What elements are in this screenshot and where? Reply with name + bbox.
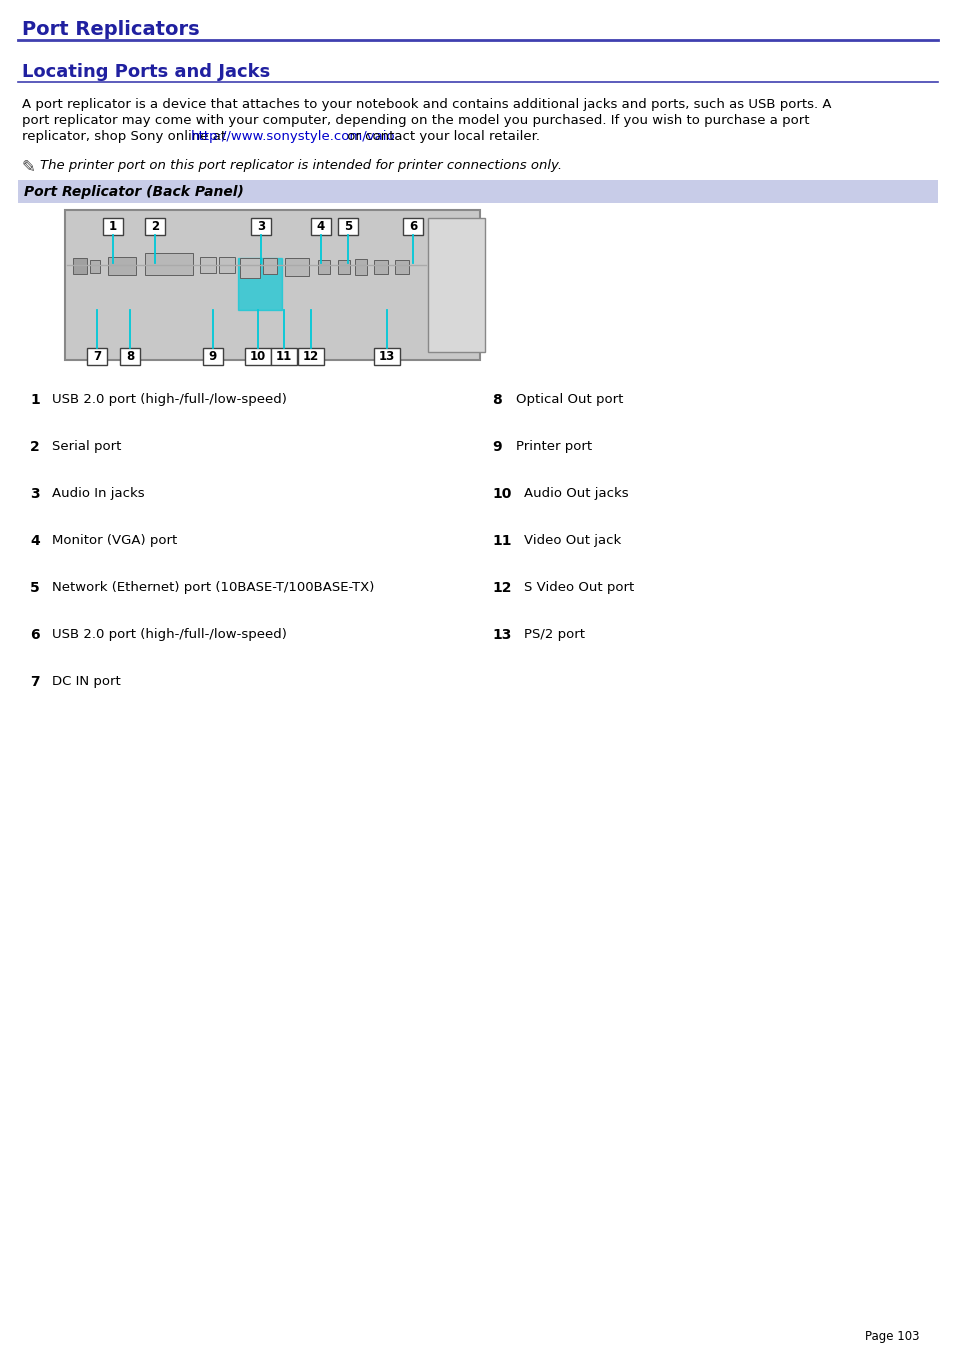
Text: Serial port: Serial port [52,440,121,453]
Text: 7: 7 [92,350,101,363]
Bar [395,259,409,274]
Text: 8: 8 [126,350,134,363]
Text: 9: 9 [209,350,217,363]
Bar [337,259,350,274]
Bar [120,349,140,365]
Text: A port replicator is a device that attaches to your notebook and contains additi: A port replicator is a device that attac… [22,99,831,111]
Text: 11: 11 [492,534,511,549]
Bar [355,259,367,276]
Text: USB 2.0 port (high-/full-/low-speed): USB 2.0 port (high-/full-/low-speed) [52,393,287,407]
Text: Port Replicators: Port Replicators [22,20,199,39]
Text: 6: 6 [409,220,416,234]
Bar [285,258,309,276]
Text: 2: 2 [151,220,159,234]
Text: 8: 8 [492,393,501,407]
Text: 2: 2 [30,440,40,454]
Text: 5: 5 [343,220,352,234]
Text: or contact your local retailer.: or contact your local retailer. [342,130,539,143]
Text: 9: 9 [492,440,501,454]
Text: Audio In jacks: Audio In jacks [52,486,145,500]
Text: USB 2.0 port (high-/full-/low-speed): USB 2.0 port (high-/full-/low-speed) [52,628,287,640]
Bar [317,259,330,274]
Text: ✎: ✎ [22,158,36,176]
Text: 12: 12 [492,581,511,594]
Text: DC IN port: DC IN port [52,676,121,688]
Text: Locating Ports and Jacks: Locating Ports and Jacks [22,63,270,81]
Bar [428,218,484,353]
Text: S Video Out port: S Video Out port [523,581,634,594]
Text: Page 103: Page 103 [864,1329,919,1343]
Bar [73,258,87,274]
Text: port replicator may come with your computer, depending on the model you purchase: port replicator may come with your compu… [22,113,809,127]
Text: 6: 6 [30,628,40,642]
Bar [245,349,271,365]
Bar [374,349,399,365]
Text: 5: 5 [30,581,40,594]
Text: 11: 11 [275,350,292,363]
Text: Network (Ethernet) port (10BASE-T/100BASE-TX): Network (Ethernet) port (10BASE-T/100BAS… [52,581,374,594]
Text: 1: 1 [30,393,40,407]
Bar [337,218,357,235]
Bar [237,258,282,309]
Text: Port Replicator (Back Panel): Port Replicator (Back Panel) [24,185,244,199]
Text: 3: 3 [30,486,40,501]
Text: Printer port: Printer port [516,440,592,453]
Text: 1: 1 [109,220,117,234]
Text: 13: 13 [492,628,511,642]
Text: 12: 12 [302,350,319,363]
Bar [219,257,234,273]
Bar [251,218,271,235]
Text: 4: 4 [30,534,40,549]
Text: replicator, shop Sony online at: replicator, shop Sony online at [22,130,230,143]
Bar [65,209,479,359]
Text: 3: 3 [256,220,265,234]
Bar [200,257,215,273]
Text: The printer port on this port replicator is intended for printer connections onl: The printer port on this port replicator… [40,159,561,172]
Text: Video Out jack: Video Out jack [523,534,620,547]
Bar [145,218,165,235]
Bar [90,259,100,273]
Bar [108,257,136,276]
Bar [271,349,296,365]
Bar [297,349,324,365]
Text: Optical Out port: Optical Out port [516,393,622,407]
Bar [402,218,422,235]
Bar [18,180,937,203]
Bar [87,349,107,365]
Text: Audio Out jacks: Audio Out jacks [523,486,628,500]
Bar [311,218,331,235]
Text: 7: 7 [30,676,40,689]
Bar [203,349,223,365]
Bar [145,253,193,276]
Text: PS/2 port: PS/2 port [523,628,584,640]
Text: http://www.sonystyle.com/vaio: http://www.sonystyle.com/vaio [190,130,395,143]
Bar [103,218,123,235]
Bar [240,258,260,278]
Text: Monitor (VGA) port: Monitor (VGA) port [52,534,177,547]
Text: 4: 4 [316,220,325,234]
Text: 10: 10 [492,486,511,501]
Bar [263,258,276,274]
Text: 10: 10 [250,350,266,363]
Bar [374,259,388,274]
Text: 13: 13 [378,350,395,363]
